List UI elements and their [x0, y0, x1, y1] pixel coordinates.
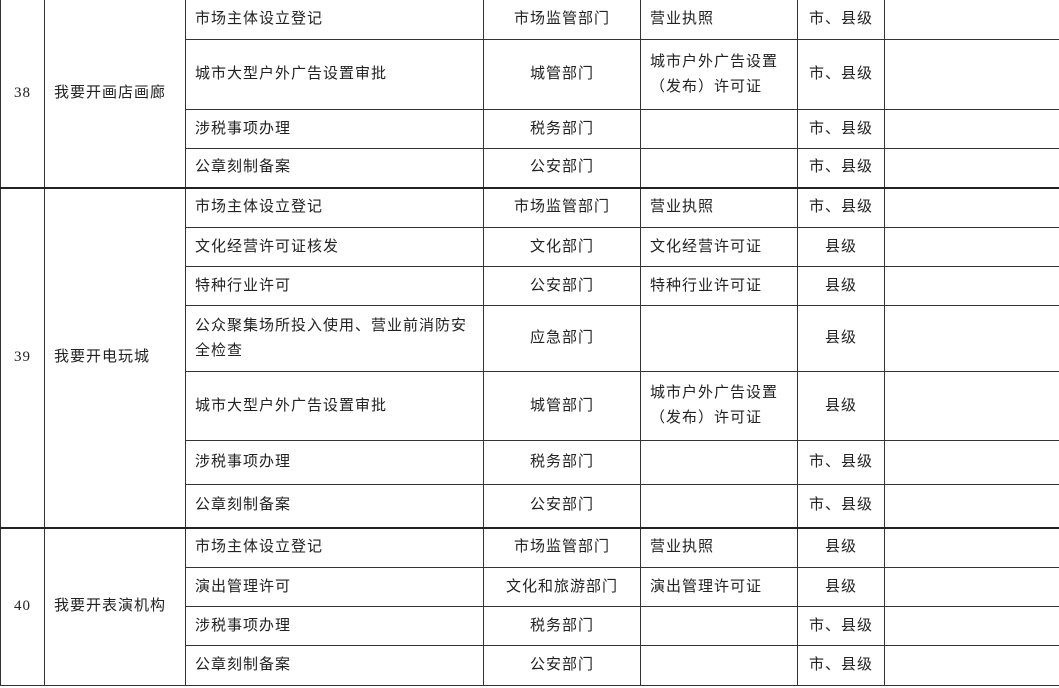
department-cell: 公安部门	[483, 148, 641, 188]
table-row: 公章刻制备案 公安部门 市、县级	[1, 148, 1059, 188]
license-cell: 文化经营许可证	[640, 227, 798, 267]
license-cell: 城市户外广告设置（发布）许可证	[640, 371, 798, 441]
item-cell: 市场主体设立登记	[185, 526, 484, 568]
item-cell: 市场主体设立登记	[185, 0, 484, 40]
item-cell: 特种行业许可	[185, 266, 484, 306]
department-cell: 城管部门	[483, 39, 641, 110]
license-cell	[640, 148, 798, 188]
level-cell: 市、县级	[797, 39, 885, 110]
level-cell: 市、县级	[797, 645, 885, 686]
level-cell: 市、县级	[797, 0, 885, 40]
department-cell: 税务部门	[483, 440, 641, 485]
level-cell: 县级	[797, 567, 885, 607]
note-cell	[884, 484, 1059, 528]
item-cell: 城市大型户外广告设置审批	[185, 39, 484, 110]
table-row: 39 我要开电玩城 市场主体设立登记 市场监管部门 营业执照 市、县级	[0, 186, 1059, 528]
license-cell	[640, 484, 798, 528]
note-cell	[884, 0, 1059, 40]
row-number: 40	[0, 526, 45, 686]
level-cell: 县级	[797, 227, 885, 267]
department-cell: 公安部门	[483, 645, 641, 686]
department-cell: 公安部门	[483, 266, 641, 306]
license-cell	[640, 440, 798, 485]
department-cell: 税务部门	[483, 109, 641, 149]
table-row: 40 我要开表演机构 市场主体设立登记 市场监管部门 营业执照 县级	[0, 526, 1059, 686]
license-cell	[640, 305, 798, 372]
scenario-name: 我要开表演机构	[44, 526, 186, 686]
license-cell	[640, 109, 798, 149]
note-cell	[884, 567, 1059, 607]
department-cell: 城管部门	[483, 371, 641, 441]
item-cell: 公章刻制备案	[185, 484, 484, 528]
row-number: 39	[0, 186, 45, 528]
license-cell: 特种行业许可证	[640, 266, 798, 306]
license-cell: 营业执照	[640, 526, 798, 568]
item-cell: 演出管理许可	[185, 567, 484, 607]
table-row: 公章刻制备案 公安部门 市、县级	[1, 645, 1059, 686]
row-number: 38	[0, 0, 45, 188]
table-row: 城市大型户外广告设置审批 城管部门 城市户外广告设置（发布）许可证 县级	[1, 371, 1059, 441]
level-cell: 县级	[797, 526, 885, 568]
item-cell: 文化经营许可证核发	[185, 227, 484, 267]
department-cell: 文化部门	[483, 227, 641, 267]
department-cell: 市场监管部门	[483, 526, 641, 568]
table-row: 涉税事项办理 税务部门 市、县级	[1, 440, 1059, 485]
note-cell	[884, 227, 1059, 267]
table-row: 城市大型户外广告设置审批 城管部门 城市户外广告设置（发布）许可证 市、县级	[1, 39, 1059, 110]
license-cell: 城市户外广告设置（发布）许可证	[640, 39, 798, 110]
note-cell	[884, 645, 1059, 686]
department-cell: 应急部门	[483, 305, 641, 372]
department-cell: 公安部门	[483, 484, 641, 528]
license-cell	[640, 606, 798, 646]
license-cell: 营业执照	[640, 0, 798, 40]
scenario-name: 我要开画店画廊	[44, 0, 186, 188]
license-cell: 营业执照	[640, 186, 798, 228]
table-row: 演出管理许可 文化和旅游部门 演出管理许可证 县级	[1, 567, 1059, 607]
level-cell: 县级	[797, 266, 885, 306]
department-cell: 市场监管部门	[483, 186, 641, 228]
note-cell	[884, 606, 1059, 646]
item-cell: 公章刻制备案	[185, 645, 484, 686]
license-cell	[640, 645, 798, 686]
note-cell	[884, 526, 1059, 568]
note-cell	[884, 39, 1059, 110]
item-cell: 城市大型户外广告设置审批	[185, 371, 484, 441]
license-cell: 演出管理许可证	[640, 567, 798, 607]
note-cell	[884, 371, 1059, 441]
level-cell: 市、县级	[797, 484, 885, 528]
department-cell: 税务部门	[483, 606, 641, 646]
department-cell: 市场监管部门	[483, 0, 641, 40]
note-cell	[884, 305, 1059, 372]
item-cell: 涉税事项办理	[185, 109, 484, 149]
item-cell: 涉税事项办理	[185, 606, 484, 646]
level-cell: 市、县级	[797, 606, 885, 646]
item-cell: 涉税事项办理	[185, 440, 484, 485]
level-cell: 市、县级	[797, 109, 885, 149]
note-cell	[884, 109, 1059, 149]
table-row: 特种行业许可 公安部门 特种行业许可证 县级	[1, 266, 1059, 306]
level-cell: 县级	[797, 305, 885, 372]
item-cell: 市场主体设立登记	[185, 186, 484, 228]
item-cell: 公章刻制备案	[185, 148, 484, 188]
level-cell: 县级	[797, 371, 885, 441]
note-cell	[884, 440, 1059, 485]
table-row: 38 我要开画店画廊 市场主体设立登记 市场监管部门 营业执照 市、县级	[0, 0, 1059, 188]
table-row: 涉税事项办理 税务部门 市、县级	[1, 109, 1059, 149]
level-cell: 市、县级	[797, 148, 885, 188]
note-cell	[884, 266, 1059, 306]
department-cell: 文化和旅游部门	[483, 567, 641, 607]
level-cell: 市、县级	[797, 440, 885, 485]
note-cell	[884, 186, 1059, 228]
scenario-name: 我要开电玩城	[44, 186, 186, 528]
level-cell: 市、县级	[797, 186, 885, 228]
item-cell: 公众聚集场所投入使用、营业前消防安全检查	[185, 305, 484, 372]
note-cell	[884, 148, 1059, 188]
table-row: 公章刻制备案 公安部门 市、县级	[1, 484, 1059, 528]
